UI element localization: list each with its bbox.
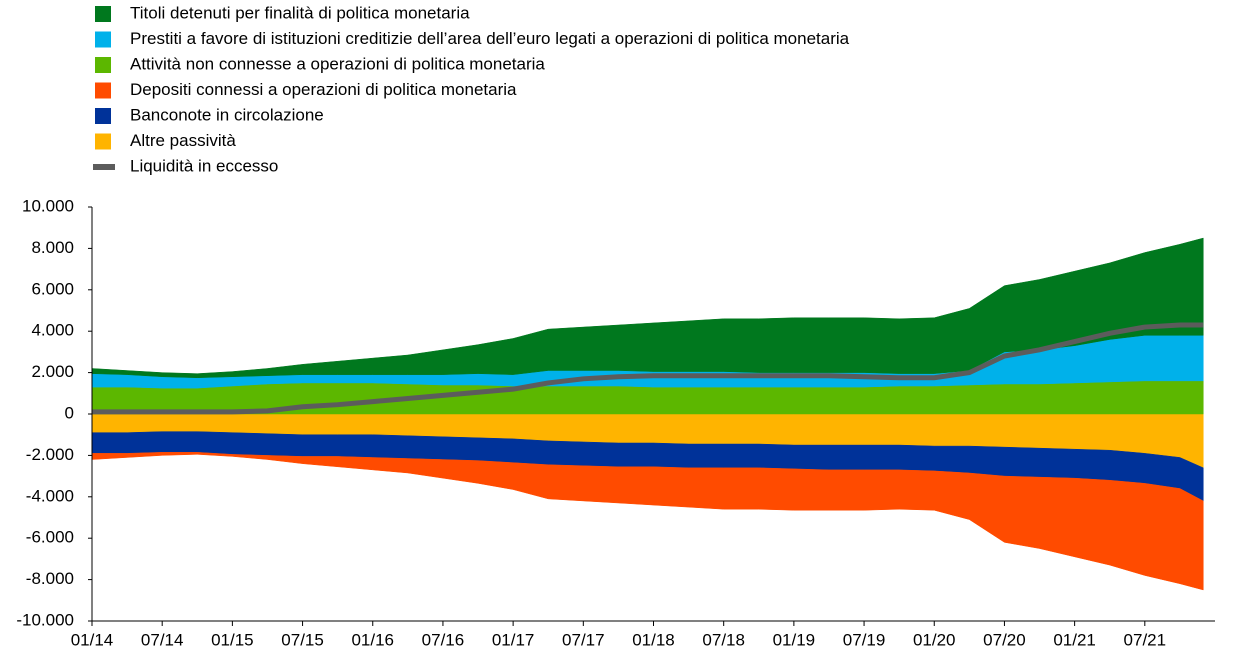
x-tick-label: 07/15 <box>281 630 324 649</box>
x-tick-label: 07/17 <box>562 630 605 649</box>
area <box>91 452 1204 591</box>
legend-label: Depositi connessi a operazioni di politi… <box>130 80 517 99</box>
x-tick-label: 07/16 <box>422 630 465 649</box>
x-tick-label: 01/21 <box>1053 630 1096 649</box>
y-tick-label: -10.000 <box>16 610 74 629</box>
legend-label: Attività non connesse a operazioni di po… <box>130 54 545 73</box>
y-tick-label: 4.000 <box>31 321 74 340</box>
x-tick-label: 01/15 <box>211 630 254 649</box>
legend-swatch <box>95 82 111 99</box>
legend-label: Altre passività <box>130 131 236 150</box>
legend-swatch <box>95 108 111 124</box>
x-tick-label: 01/17 <box>492 630 535 649</box>
legend-label: Liquidità in eccesso <box>130 156 278 175</box>
legend-swatch <box>93 164 115 170</box>
legend-label: Prestiti a favore di istituzioni crediti… <box>130 29 850 48</box>
x-tick-label: 01/19 <box>773 630 816 649</box>
x-tick-label: 01/18 <box>632 630 675 649</box>
area <box>91 237 1204 379</box>
y-tick-label: 10.000 <box>22 196 74 215</box>
y-tick-label: 0 <box>65 403 74 422</box>
y-tick-label: 2.000 <box>31 362 74 381</box>
x-tick-label: 07/20 <box>983 630 1026 649</box>
legend-swatch <box>95 133 111 150</box>
legend-swatch <box>95 31 111 48</box>
legend-swatch <box>95 57 111 73</box>
y-tick-label: 6.000 <box>31 279 74 298</box>
y-tick-label: -6.000 <box>26 528 74 547</box>
x-tick-label: 07/14 <box>141 630 184 649</box>
legend-label: Titoli detenuti per finalità di politica… <box>130 3 470 22</box>
x-tick-label: 01/20 <box>913 630 956 649</box>
y-tick-label: -8.000 <box>26 569 74 588</box>
x-tick-label: 01/14 <box>71 630 114 649</box>
legend-label: Banconote in circolazione <box>130 105 324 124</box>
legend-swatch <box>95 6 111 22</box>
x-tick-label: 07/18 <box>702 630 745 649</box>
y-tick-label: 8.000 <box>31 238 74 257</box>
line <box>92 322 1204 415</box>
x-tick-label: 01/16 <box>351 630 394 649</box>
x-tick-label: 07/19 <box>843 630 886 649</box>
x-tick-label: 07/21 <box>1124 630 1167 649</box>
y-tick-label: -2.000 <box>26 445 74 464</box>
y-tick-label: -4.000 <box>26 486 74 505</box>
